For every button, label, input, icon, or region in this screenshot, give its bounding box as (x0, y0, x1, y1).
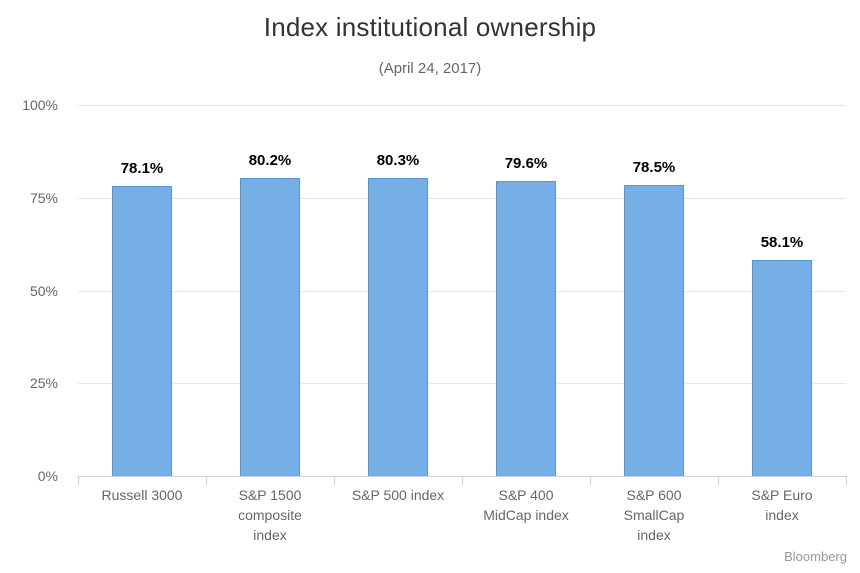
x-axis-category-label: S&P 600 SmallCap index (623, 487, 685, 543)
credits-link[interactable]: Bloomberg (784, 549, 847, 564)
x-axis-tick (206, 477, 207, 485)
bar-value-label: 79.6% (504, 154, 548, 172)
bar[interactable] (496, 180, 556, 476)
x-axis-tick (78, 477, 79, 485)
bar[interactable] (624, 184, 684, 476)
x-axis-line (78, 476, 847, 477)
x-axis-category-label: S&P 500 index (351, 487, 445, 503)
x-axis-category-label: S&P Euro index (751, 487, 813, 523)
x-axis-category-label: S&P 400 MidCap index (483, 487, 569, 523)
chart-subtitle: (April 24, 2017) (378, 60, 482, 77)
x-axis-tick (846, 477, 847, 485)
y-axis-label: 0% (37, 468, 58, 484)
y-axis-label: 25% (29, 375, 58, 392)
x-axis-tick (462, 477, 463, 485)
bar-value-label: 78.5% (632, 158, 676, 176)
bar-value-label: 80.2% (248, 152, 292, 170)
gridline (78, 105, 846, 106)
x-axis-tick (590, 477, 591, 485)
gridline (78, 290, 846, 292)
bar[interactable] (368, 178, 428, 476)
y-axis-label: 100% (22, 97, 58, 113)
gridline (78, 197, 846, 199)
x-axis-category-label: Russell 3000 (101, 487, 183, 503)
x-axis-tick (334, 477, 335, 485)
bar[interactable] (112, 186, 172, 476)
bar-value-label: 58.1% (760, 234, 804, 252)
y-axis-label: 50% (29, 282, 58, 299)
bar[interactable] (240, 178, 300, 476)
bar-value-label: 78.1% (120, 160, 164, 178)
gridline (78, 383, 846, 385)
x-axis-category-label: S&P 1500 composite index (238, 487, 302, 543)
bar-value-label: 80.3% (376, 152, 420, 170)
chart-title: Index institutional ownership (263, 12, 597, 42)
x-axis-tick (718, 477, 719, 485)
bar[interactable] (752, 260, 812, 476)
y-axis-label: 75% (29, 189, 58, 206)
